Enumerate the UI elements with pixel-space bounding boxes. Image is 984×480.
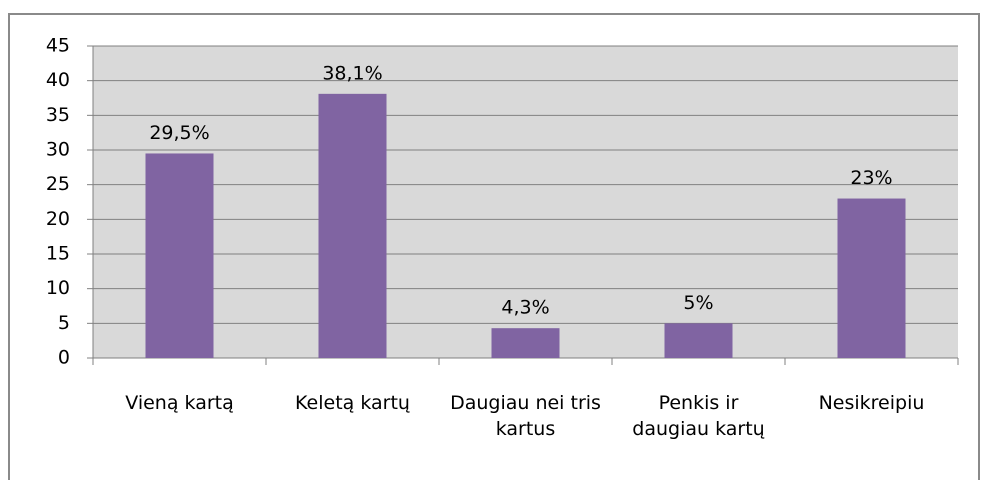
bar [837, 198, 906, 358]
bar [145, 153, 214, 358]
data-label: 38,1% [322, 62, 382, 84]
y-tick-label: 20 [46, 208, 70, 230]
plot-area [93, 46, 958, 358]
data-label: 23% [850, 167, 892, 189]
bar [318, 93, 387, 358]
y-tick-label: 25 [46, 173, 70, 195]
y-tick-label: 35 [46, 104, 70, 126]
y-tick-label: 15 [46, 243, 70, 265]
bar [664, 323, 733, 358]
data-label: 29,5% [149, 122, 209, 144]
x-tick-label: Nesikreipiu [818, 392, 925, 414]
y-tick-label: 5 [58, 312, 70, 334]
x-tick-label: Penkis ir daugiau kartų [632, 392, 765, 440]
x-tick-label: Vieną kartą [125, 392, 234, 414]
bar [491, 328, 560, 358]
y-tick-label: 30 [46, 139, 70, 161]
y-tick-label: 0 [58, 347, 70, 369]
y-tick-label: 10 [46, 277, 70, 299]
y-tick-label: 45 [46, 35, 70, 57]
x-tick-label: Daugiau nei tris kartus [450, 392, 601, 440]
x-tick-label: Keletą kartų [295, 392, 410, 414]
data-label: 4,3% [501, 297, 549, 319]
y-tick-label: 40 [46, 69, 70, 91]
data-label: 5% [683, 292, 713, 314]
